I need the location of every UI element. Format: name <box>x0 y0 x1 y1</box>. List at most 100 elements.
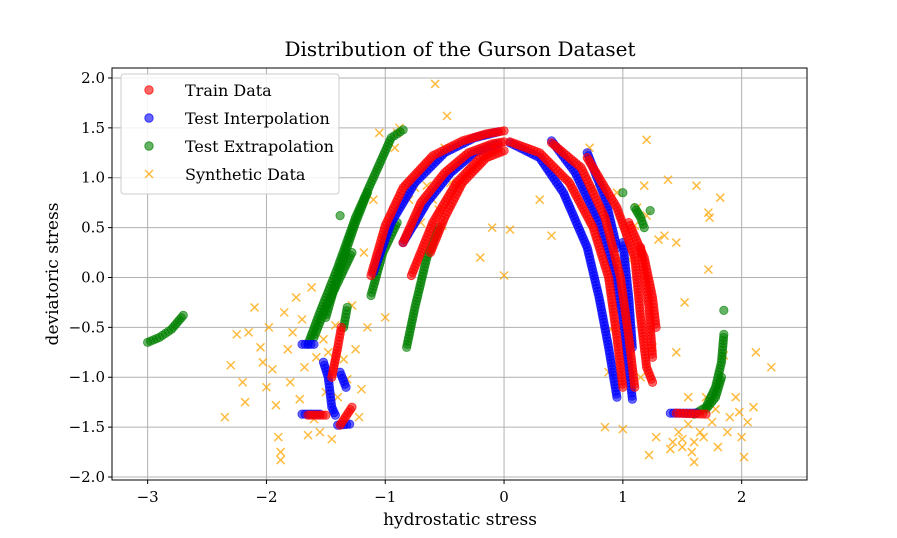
y-tick-label: 0.0 <box>81 268 105 286</box>
synthetic-data-point <box>303 430 313 440</box>
train-data-point <box>701 409 711 419</box>
synthetic-data-point <box>618 424 628 434</box>
synthetic-data-point <box>671 238 681 248</box>
synthetic-data-point <box>356 384 367 394</box>
synthetic-data-point <box>255 342 266 352</box>
synthetic-data-point <box>707 417 717 427</box>
synthetic-data-point <box>368 195 378 205</box>
x-tick-label: 2 <box>737 488 747 506</box>
synthetic-data-point <box>271 400 281 410</box>
synthetic-data-point <box>315 427 325 437</box>
y-tick-label: 0.5 <box>81 219 105 237</box>
synthetic-data-point <box>691 181 702 191</box>
test-extrapolation-point <box>618 188 628 198</box>
y-tick-label: 1.0 <box>81 169 105 187</box>
train-data-point <box>347 402 357 412</box>
y-tick-label: −0.5 <box>69 318 105 336</box>
synthetic-data-point <box>261 382 271 392</box>
synthetic-data-point <box>674 427 684 437</box>
test-extrapolation-point <box>362 188 373 198</box>
legend: Train Data Test Interpolation Test Extrapo… <box>120 73 340 195</box>
legend-marker <box>144 169 154 179</box>
synthetic-data-point <box>703 264 713 275</box>
synthetic-data-point <box>705 213 715 223</box>
synthetic-data-point <box>639 181 649 191</box>
test-interpolation-point <box>341 382 351 392</box>
synthetic-data-point <box>351 344 361 354</box>
legend-label: Test Interpolation <box>185 109 330 128</box>
test-extrapolation-point <box>398 125 408 135</box>
synthetic-data-point <box>731 392 741 402</box>
synthetic-data-point <box>695 427 705 437</box>
synthetic-data-point <box>220 412 230 422</box>
synthetic-data-point <box>276 447 286 457</box>
synthetic-data-point <box>288 327 298 337</box>
test-extrapolation-point <box>335 211 345 221</box>
synthetic-data-point <box>499 270 509 281</box>
synthetic-data-point <box>725 412 735 422</box>
y-tick-label: −2.0 <box>69 468 105 486</box>
synthetic-data-point <box>689 437 699 447</box>
synthetic-data-point <box>273 432 283 442</box>
synthetic-data-point <box>354 412 364 422</box>
synthetic-data-point <box>295 394 305 404</box>
synthetic-data-point <box>739 452 749 462</box>
train-data-point <box>647 352 658 362</box>
chart-title: Distribution of the Gurson Dataset <box>284 37 635 61</box>
legend-label: Test Extrapolation <box>185 137 334 156</box>
axis-ticks: −3 −2 −1 0 1 2 −2.0 −1.5 −1.0 −0.5 0.0 0.5 1.0 1.5 2.0 <box>69 69 747 506</box>
synthetic-data-point <box>687 447 697 457</box>
synthetic-data-point <box>766 362 776 372</box>
train-data-point <box>336 322 346 332</box>
synthetic-data-point <box>323 347 333 357</box>
test-extrapolation-point <box>342 302 352 313</box>
train-data-point <box>499 146 509 156</box>
synthetic-data-point <box>279 307 289 317</box>
test-interpolation-point <box>627 394 637 404</box>
synthetic-data-point <box>680 297 690 307</box>
train-data-point <box>321 410 331 420</box>
synthetic-data-point <box>442 111 452 121</box>
synthetic-data-point <box>362 322 372 332</box>
synthetic-data-point <box>689 457 699 467</box>
synthetic-data-point <box>663 175 673 185</box>
synthetic-data-point <box>327 434 337 444</box>
synthetic-data-point <box>642 135 652 145</box>
synthetic-data-point <box>291 292 301 302</box>
synthetic-data-point <box>475 253 485 263</box>
synthetic-data-point <box>713 442 723 452</box>
legend-marker <box>144 113 154 123</box>
test-extrapolation-point <box>716 372 727 382</box>
test-extrapolation-point <box>645 206 655 216</box>
test-extrapolation-point <box>178 310 188 320</box>
synthetic-data-point <box>671 347 681 357</box>
legend-box <box>120 73 340 195</box>
synthetic-data-point <box>264 322 274 332</box>
synthetic-data-point <box>665 444 675 454</box>
y-tick-label: 1.5 <box>81 119 105 137</box>
test-extrapolation-point <box>719 329 729 339</box>
plot-frame <box>111 67 808 481</box>
synthetic-data-point <box>734 407 744 417</box>
x-tick-label: 0 <box>499 488 509 506</box>
synthetic-data-point <box>505 225 515 235</box>
synthetic-data-point <box>600 422 610 432</box>
synthetic-data-point <box>683 392 693 402</box>
synthetic-data-point <box>743 417 753 427</box>
y-tick-label: −1.0 <box>69 368 105 386</box>
synthetic-data-point <box>297 314 307 324</box>
legend-label: Train Data <box>185 81 272 100</box>
legend-marker <box>144 85 154 95</box>
synthetic-data-point <box>238 377 248 387</box>
synthetic-data-point <box>285 377 295 387</box>
synthetic-data-point <box>240 397 250 407</box>
test-extrapolation-point <box>719 305 729 316</box>
synthetic-data-point <box>659 231 669 241</box>
synthetic-data-point <box>380 312 390 322</box>
synthetic-data-point <box>737 432 747 442</box>
legend-marker <box>144 141 154 151</box>
synthetic-data-point <box>258 357 268 367</box>
synthetic-data-point <box>430 79 440 89</box>
synthetic-data-point <box>299 362 309 372</box>
